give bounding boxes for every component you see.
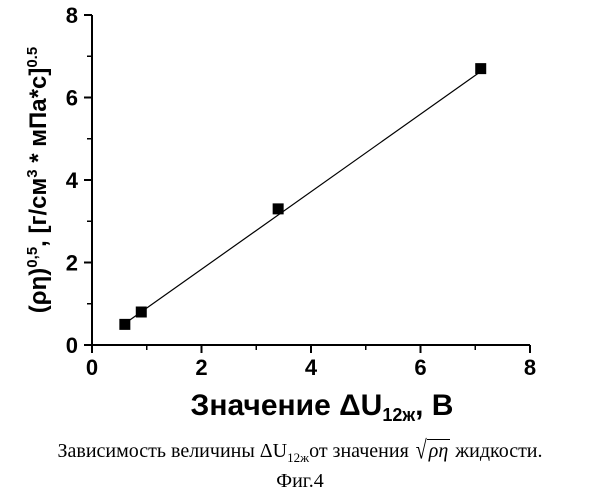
- x-tick-label: 0: [86, 355, 98, 380]
- data-point: [135, 306, 147, 318]
- chart: 0 2 4 6 8 0 2 4 6 8 Значение ΔU12ж, В (ρη)0,5, [г…: [24, 3, 536, 425]
- y-tick-label: 4: [66, 168, 79, 193]
- figure-label: Фиг.4: [276, 470, 324, 492]
- plot-area: [84, 14, 531, 353]
- sqrt-symbol: √ ρη: [415, 436, 451, 466]
- y-axis-title: (ρη)0,5, [г/см3 * мПа*с]0.5: [24, 47, 52, 313]
- x-tick-label: 4: [305, 355, 318, 380]
- data-point: [475, 63, 487, 75]
- x-tick-label: 8: [524, 355, 536, 380]
- data-point: [272, 203, 284, 215]
- data-point: [119, 318, 131, 330]
- x-tick-label: 2: [195, 355, 207, 380]
- fit-line: [124, 71, 482, 325]
- x-tick-label: 6: [414, 355, 426, 380]
- y-tick-label: 6: [66, 86, 78, 111]
- data-marks: [119, 63, 487, 330]
- tick-labels: 0 2 4 6 8 0 2 4 6 8: [66, 3, 536, 380]
- y-tick-label: 8: [66, 3, 78, 28]
- y-tick-label: 0: [66, 333, 78, 358]
- y-tick-label: 2: [66, 251, 78, 276]
- x-axis-title: Значение ΔU12ж, В: [191, 389, 454, 425]
- figure-caption: Зависимость величины ΔU12жот значения √ ρ…: [57, 436, 543, 466]
